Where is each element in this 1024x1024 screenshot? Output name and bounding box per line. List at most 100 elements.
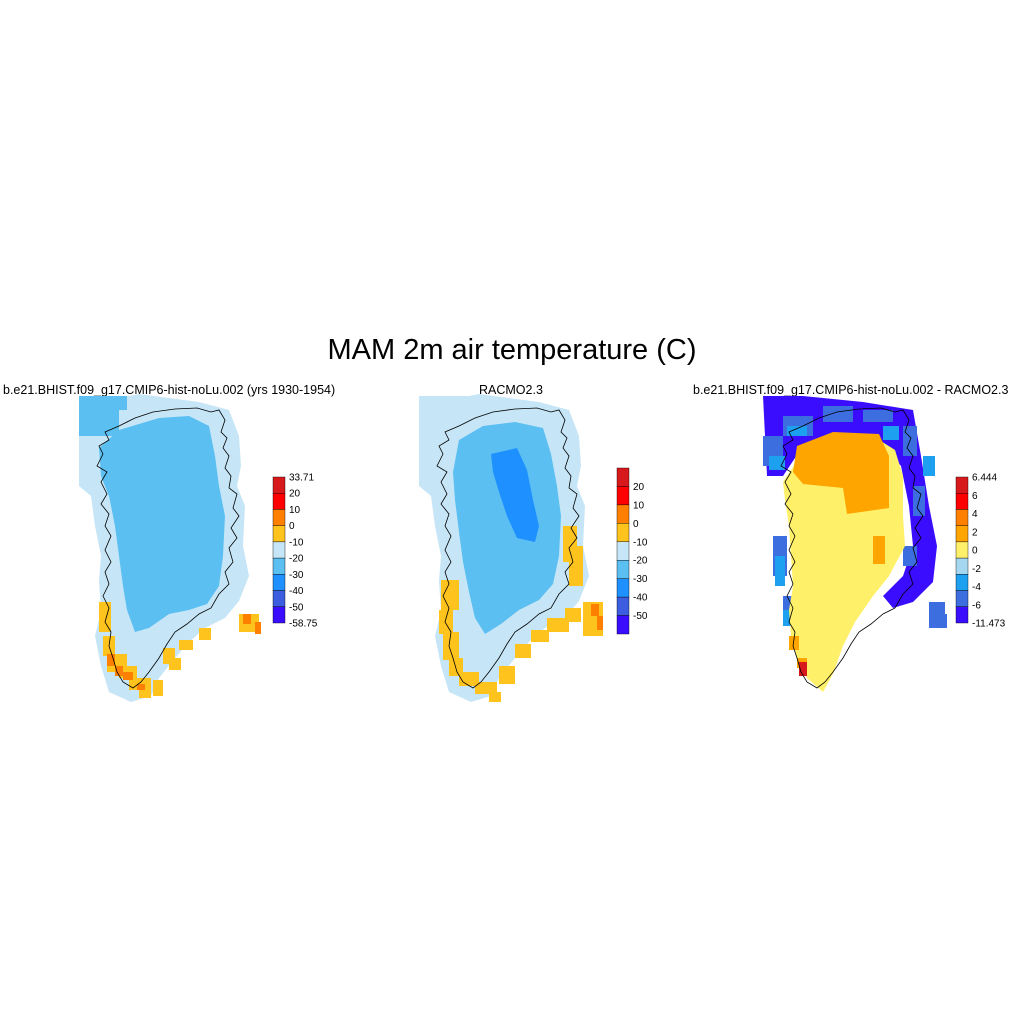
colorbar-tick-label: -40: [289, 586, 304, 597]
figure-title: MAM 2m air temperature (C): [327, 334, 697, 366]
colorbar-box: [616, 541, 630, 561]
panel-2-map: [419, 394, 603, 702]
map-cell: [787, 426, 807, 436]
colorbar-box: [272, 557, 286, 575]
colorbar-box: [955, 574, 969, 591]
colorbar-tick-label: -30: [289, 570, 304, 581]
colorbar-box: [616, 578, 630, 598]
colorbar-box: [616, 467, 630, 487]
map-cell: [569, 546, 583, 586]
map-cell: [109, 396, 127, 410]
map-cell: [179, 640, 193, 650]
colorbar-box: [955, 541, 969, 559]
colorbar-box: [616, 523, 630, 542]
map-cell: [243, 614, 251, 624]
colorbar-tick-label: 20: [289, 489, 301, 500]
map-cell: [769, 456, 785, 470]
panel-3-title: b.e21.BHIST.f09_g17.CMIP6-hist-noLu.002 …: [693, 383, 1009, 397]
colorbar-box: [616, 560, 630, 579]
colorbar-tick-label: 0: [972, 546, 978, 557]
colorbar-box: [272, 590, 286, 607]
colorbar-tick-label: 6.444: [972, 473, 997, 484]
colorbar-box: [616, 504, 630, 524]
panel-2-colorbar: 20 10 0 -10 -20 -30 -40 -50: [616, 467, 648, 635]
colorbar-box: [955, 525, 969, 543]
interior: [453, 422, 561, 634]
map-cell: [475, 682, 497, 694]
colorbar-tick-label: -50: [633, 611, 648, 622]
map-cell: [547, 618, 569, 632]
colorbar-box: [272, 525, 286, 543]
map-cell: [139, 688, 151, 698]
map-cell: [123, 672, 133, 680]
colorbar-box: [272, 606, 286, 624]
map-cell: [923, 456, 935, 476]
panel-1-map: [79, 394, 261, 702]
map-cell: [873, 536, 885, 564]
colorbar-tick-label: -40: [633, 593, 648, 604]
colorbar-tick-label: 2: [972, 527, 978, 538]
map-cell: [531, 630, 549, 642]
colorbar-box: [272, 493, 286, 510]
map-cell: [115, 666, 123, 676]
map-cell: [439, 610, 453, 634]
map-cell: [939, 614, 947, 628]
fringe-low: [763, 396, 937, 608]
map-cell: [163, 648, 175, 664]
map-cell: [799, 662, 807, 676]
colorbar-box: [272, 541, 286, 559]
colorbar-box: [955, 509, 969, 526]
map-cell: [515, 644, 531, 658]
colorbar-tick-label: 10: [289, 505, 301, 516]
colorbar-tick-label: -58.75: [289, 619, 318, 630]
colorbar-tick-label: 20: [633, 482, 645, 493]
map-cell: [823, 406, 853, 422]
map-cell: [597, 616, 603, 630]
colorbar-box: [272, 476, 286, 494]
map-cell: [449, 658, 463, 676]
map-cell: [255, 622, 261, 634]
map-cell: [863, 410, 893, 422]
map-cell: [99, 602, 111, 632]
colorbar-tick-label: 10: [633, 500, 645, 511]
colorbar-box: [955, 590, 969, 607]
map-cell: [565, 608, 581, 622]
colorbar-tick-label: -10: [633, 537, 648, 548]
interior: [99, 416, 225, 632]
map-cell: [107, 654, 115, 666]
colorbar-box: [272, 509, 286, 526]
colorbar-tick-label: -50: [289, 602, 304, 613]
map-cell: [775, 556, 785, 586]
colorbar-tick-label: -11.473: [972, 619, 1006, 630]
map-cell: [441, 580, 459, 610]
colorbar-tick-label: -6: [972, 600, 981, 611]
map-cell: [489, 692, 501, 702]
colorbar-tick-label: 33.71: [289, 473, 314, 484]
colorbar-tick-label: -2: [972, 564, 981, 575]
map-cell: [199, 628, 211, 640]
colorbar-tick-label: 0: [633, 519, 639, 530]
panel-1-colorbar: 33.71 20 10 0 -10 -20 -30 -40 -50 -58.75: [272, 473, 318, 630]
panel-2-title: RACMO2.3: [479, 383, 543, 397]
colorbar-tick-label: -20: [289, 554, 304, 565]
core: [491, 448, 539, 542]
colorbar-tick-label: -10: [289, 537, 304, 548]
north-block: [793, 432, 889, 514]
colorbar-tick-label: -4: [972, 582, 981, 593]
colorbar-tick-label: 0: [289, 521, 295, 532]
map-cell: [591, 604, 599, 616]
colorbar-tick-label: -30: [633, 574, 648, 585]
map-cell: [499, 666, 515, 684]
colorbar-box: [955, 476, 969, 494]
panel-1-title: b.e21.BHIST.f09_g17.CMIP6-hist-noLu.002 …: [3, 383, 336, 397]
colorbar-box: [616, 615, 630, 635]
map-cell: [789, 636, 799, 650]
map-cell: [137, 684, 145, 690]
panel-3-colorbar: 6.444 6 4 2 0 -2 -4 -6 -11.473: [955, 473, 1006, 630]
colorbar-box: [272, 574, 286, 591]
map-cell: [443, 632, 459, 660]
colorbar-box: [955, 606, 969, 624]
colorbar-box: [616, 486, 630, 506]
colorbar-tick-label: 6: [972, 491, 978, 502]
